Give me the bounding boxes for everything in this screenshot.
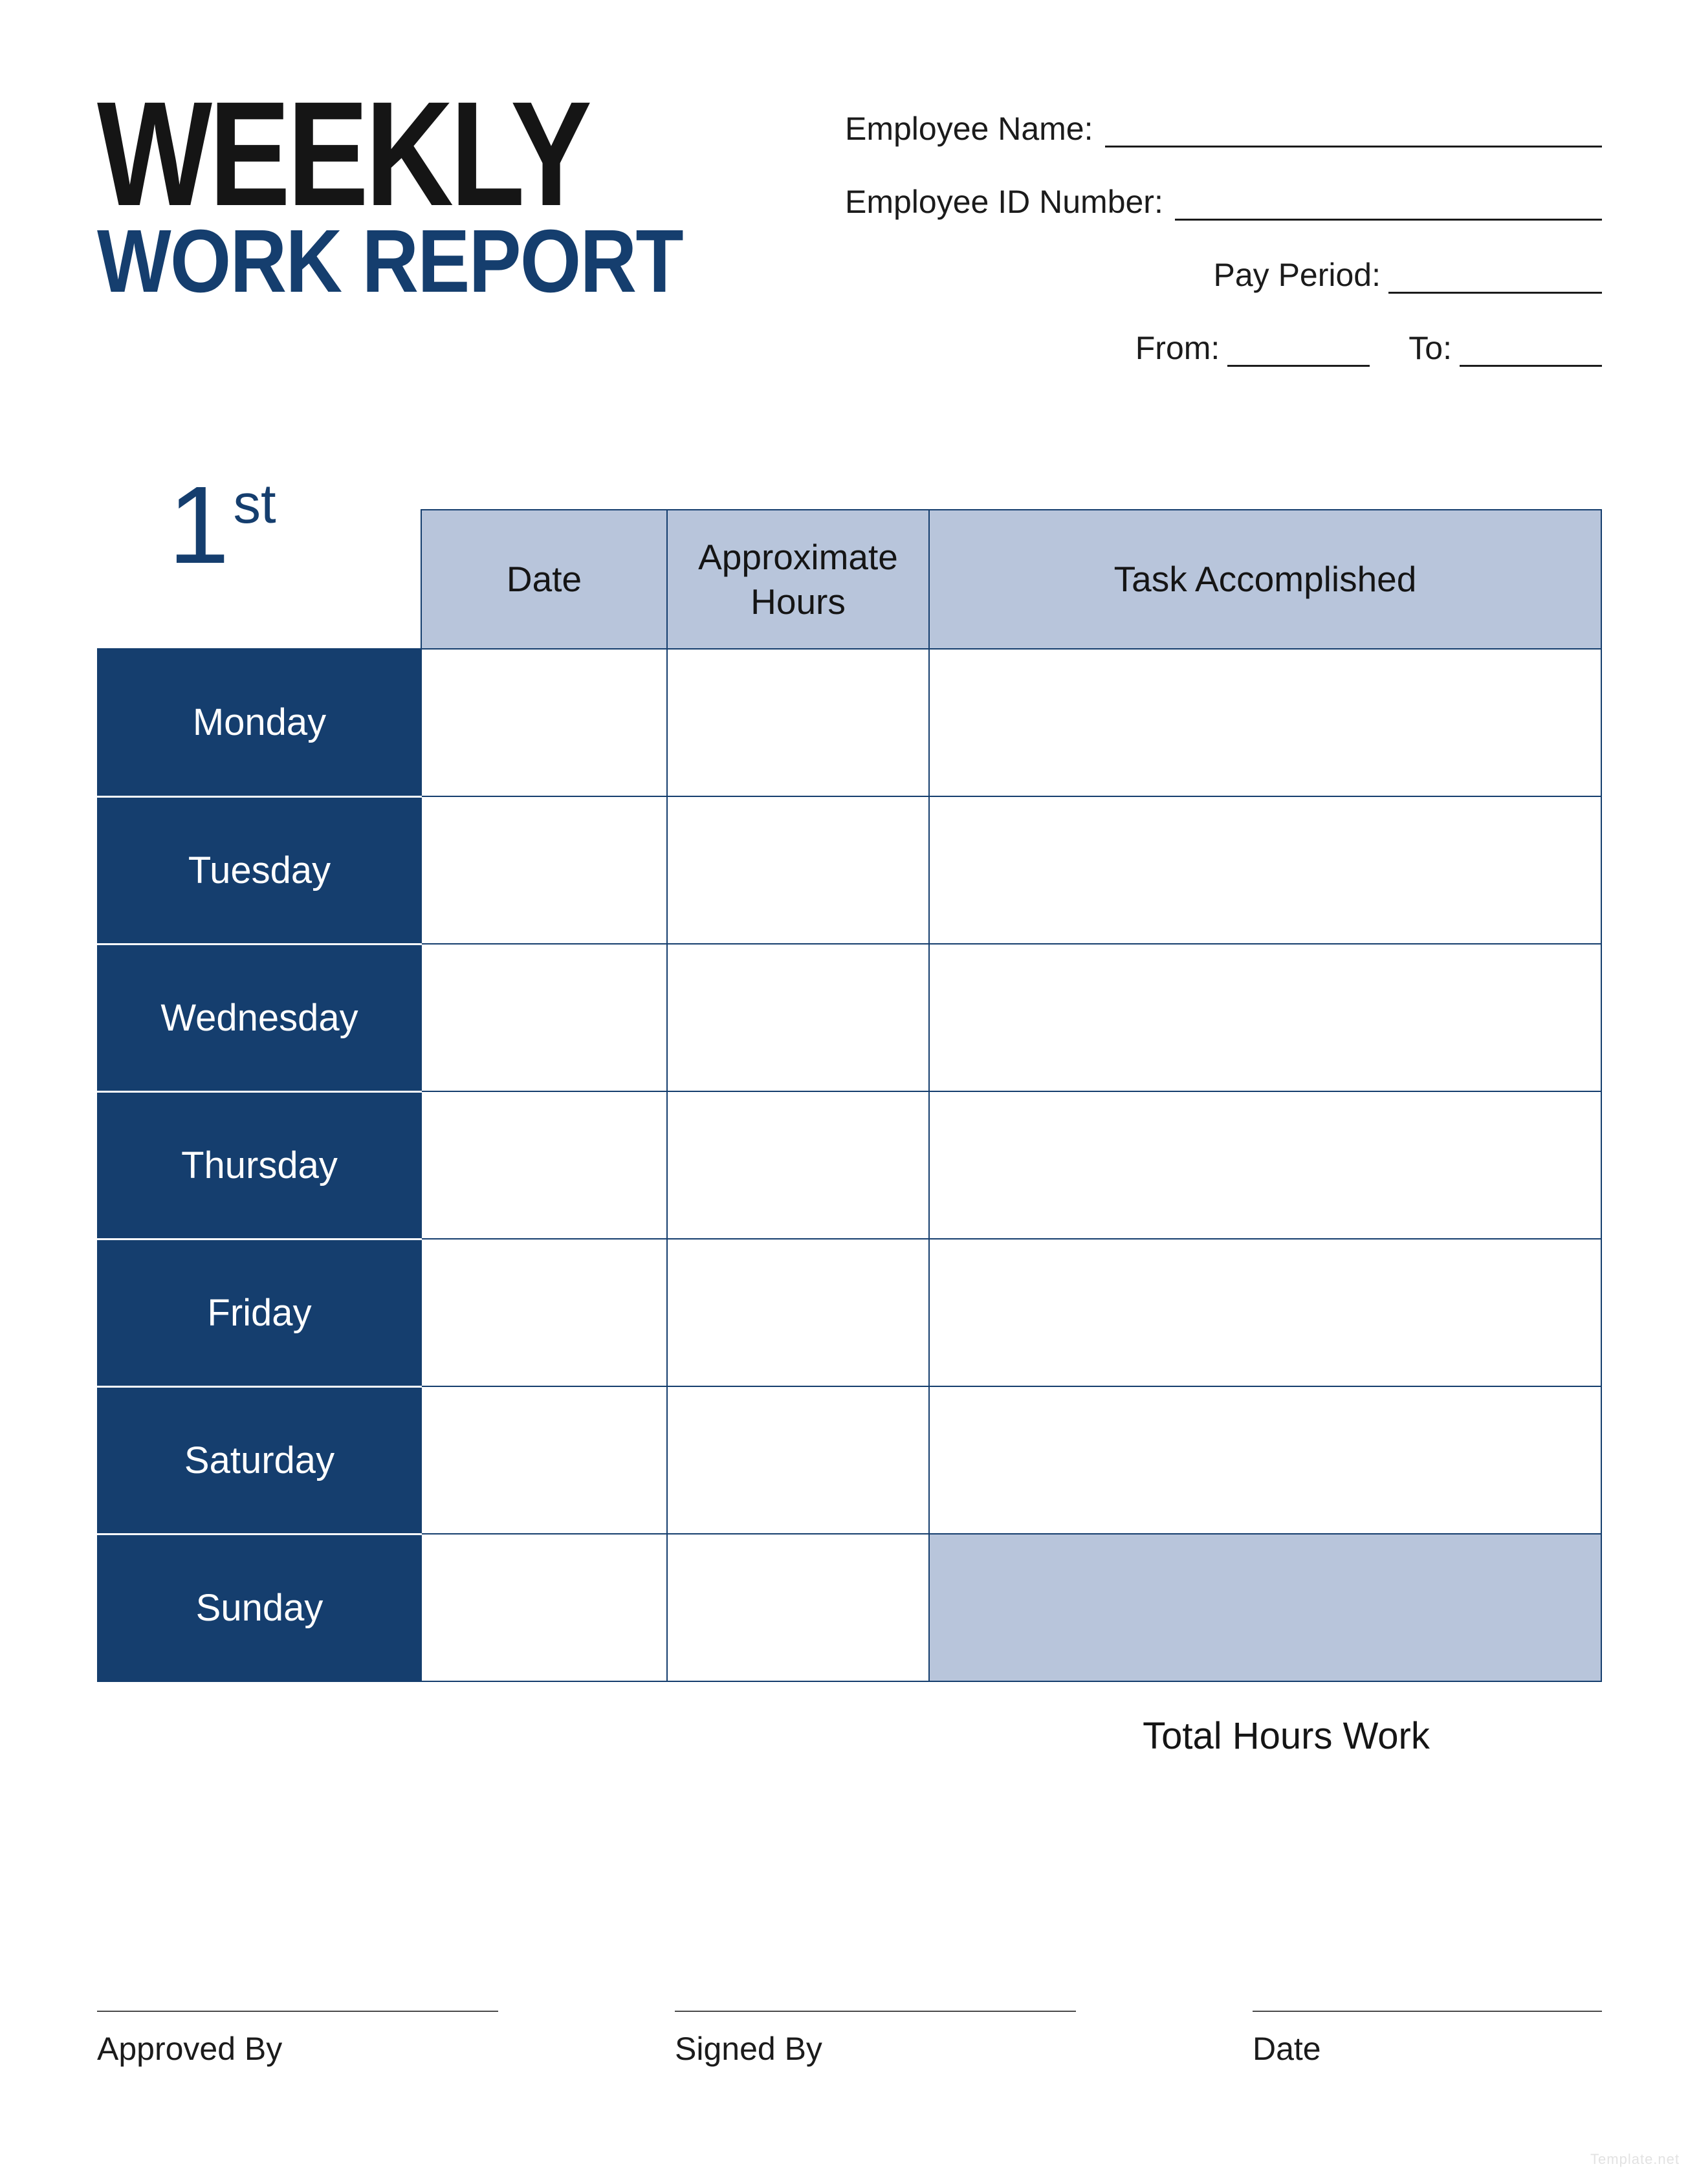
task-cell[interactable] [929,1091,1601,1239]
task-cell[interactable] [929,1239,1601,1386]
employee-name-input-line[interactable] [1105,115,1603,147]
approved-by-label: Approved By [97,2030,498,2068]
title-line2: WORK REPORT [97,224,683,300]
table-row: Tuesday [98,796,1601,944]
date-cell[interactable] [421,1534,667,1681]
signature-row: Approved By Signed By Date [97,2011,1602,2068]
hours-cell[interactable] [667,1239,929,1386]
total-hours-label: Total Hours Work [970,1714,1602,1758]
approved-by-field[interactable]: Approved By [97,2011,498,2068]
date-cell[interactable] [421,796,667,944]
pay-period-field[interactable]: Pay Period: [1214,256,1602,294]
signed-by-label: Signed By [675,2030,1076,2068]
employee-id-label: Employee ID Number: [845,183,1163,221]
from-field[interactable]: From: [1135,329,1370,367]
task-cell[interactable] [929,649,1601,796]
to-field[interactable]: To: [1409,329,1602,367]
date-cell[interactable] [421,1239,667,1386]
from-label: From: [1135,329,1220,367]
pay-period-label: Pay Period: [1214,256,1381,294]
hours-cell[interactable] [667,796,929,944]
table-row: Thursday [98,1091,1601,1239]
employee-name-label: Employee Name: [845,110,1093,147]
col-header-hours: Approximate Hours [667,510,929,649]
table-row: Sunday [98,1534,1601,1681]
day-label: Wednesday [98,944,421,1091]
col-header-task: Task Accomplished [929,510,1601,649]
to-label: To: [1409,329,1452,367]
date-cell[interactable] [421,1386,667,1534]
table-row: Monday [98,649,1601,796]
employee-id-input-line[interactable] [1175,188,1602,221]
to-input-line[interactable] [1460,334,1602,367]
total-hours-cell[interactable] [929,1534,1601,1681]
hours-cell[interactable] [667,944,929,1091]
from-input-line[interactable] [1227,334,1370,367]
day-label: Tuesday [98,796,421,944]
date-cell[interactable] [421,649,667,796]
watermark: Template.net [1590,2151,1680,2168]
date-line[interactable] [1253,2011,1602,2012]
week-ordinal-number: 1 [168,470,230,580]
day-label: Saturday [98,1386,421,1534]
hours-cell[interactable] [667,1534,929,1681]
hours-cell[interactable] [667,649,929,796]
day-label: Monday [98,649,421,796]
day-label: Friday [98,1239,421,1386]
table-row: Friday [98,1239,1601,1386]
task-cell[interactable] [929,796,1601,944]
table-row: Wednesday [98,944,1601,1091]
task-cell[interactable] [929,1386,1601,1534]
approved-by-line[interactable] [97,2011,498,2012]
task-cell[interactable] [929,944,1601,1091]
employee-name-field[interactable]: Employee Name: [845,110,1602,147]
week-ordinal-suffix: st [234,477,276,532]
col-header-date: Date [421,510,667,649]
employee-info: Employee Name: Employee ID Number: Pay P… [845,91,1602,367]
hours-cell[interactable] [667,1386,929,1534]
day-label: Thursday [98,1091,421,1239]
work-report-table: Date Approximate Hours Task Accomplished… [97,509,1602,1682]
date-cell[interactable] [421,1091,667,1239]
date-field[interactable]: Date [1253,2011,1602,2068]
title-line1: WEEKLY [97,91,642,217]
date-label: Date [1253,2030,1602,2068]
table-body: Monday Tuesday Wednesday Thursday Friday [98,649,1601,1681]
header-row: WEEKLY WORK REPORT Employee Name: Employ… [97,91,1602,367]
report-title: WEEKLY WORK REPORT [97,91,762,300]
table-row: Saturday [98,1386,1601,1534]
pay-period-input-line[interactable] [1388,261,1602,294]
signed-by-field[interactable]: Signed By [675,2011,1076,2068]
employee-id-field[interactable]: Employee ID Number: [845,183,1602,221]
day-label: Sunday [98,1534,421,1681]
hours-cell[interactable] [667,1091,929,1239]
signed-by-line[interactable] [675,2011,1076,2012]
date-cell[interactable] [421,944,667,1091]
